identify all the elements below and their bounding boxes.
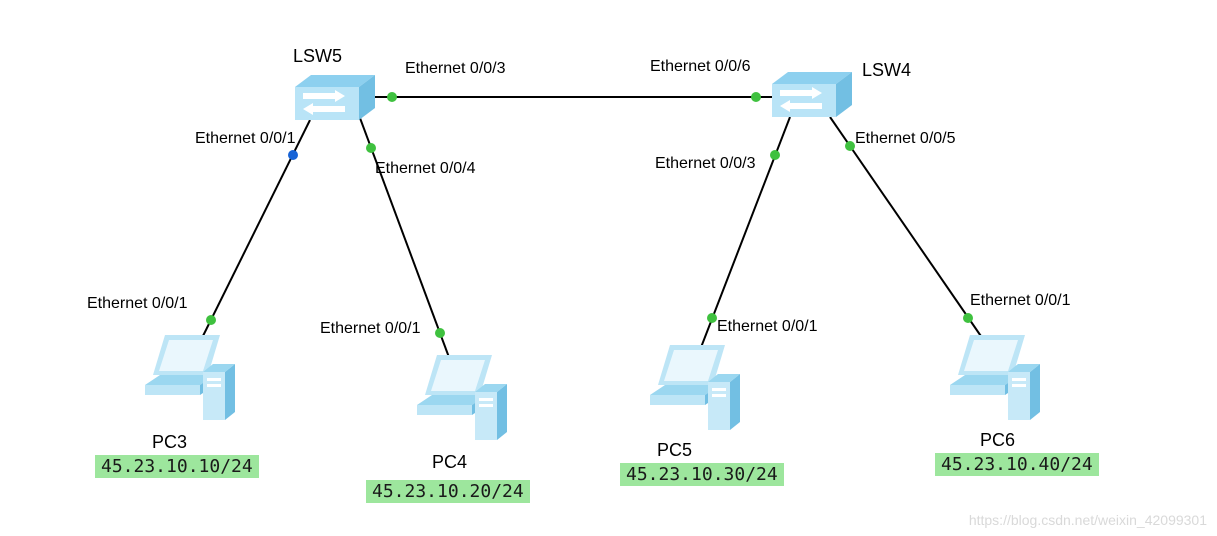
port-dot bbox=[845, 141, 855, 151]
port-dot bbox=[206, 315, 216, 325]
switch-LSW4 bbox=[772, 72, 852, 117]
port-dot bbox=[770, 150, 780, 160]
pc-PC3 bbox=[145, 330, 235, 425]
port-dot bbox=[707, 313, 717, 323]
port-dot bbox=[387, 92, 397, 102]
port-label: Ethernet 0/0/5 bbox=[855, 130, 956, 148]
port-dot bbox=[435, 328, 445, 338]
port-label: Ethernet 0/0/1 bbox=[87, 295, 188, 313]
port-label: Ethernet 0/0/4 bbox=[375, 160, 476, 178]
pc-ip: 45.23.10.10/24 bbox=[95, 455, 259, 478]
port-dot bbox=[288, 150, 298, 160]
port-label: Ethernet 0/0/6 bbox=[650, 58, 751, 76]
pc-name: PC5 bbox=[657, 440, 692, 461]
port-label: Ethernet 0/0/3 bbox=[655, 155, 756, 173]
pc-PC5 bbox=[650, 340, 740, 435]
watermark: https://blog.csdn.net/weixin_42099301 bbox=[969, 512, 1207, 528]
pc-ip: 45.23.10.40/24 bbox=[935, 453, 1099, 476]
port-label: Ethernet 0/0/1 bbox=[717, 318, 818, 336]
pc-PC6 bbox=[950, 330, 1040, 425]
pc-PC4 bbox=[417, 350, 507, 445]
port-dot bbox=[963, 313, 973, 323]
pc-name: PC3 bbox=[152, 432, 187, 453]
switch-LSW5 bbox=[295, 75, 375, 120]
pc-name: PC6 bbox=[980, 430, 1015, 451]
port-label: Ethernet 0/0/1 bbox=[320, 320, 421, 338]
port-label: Ethernet 0/0/3 bbox=[405, 60, 506, 78]
port-dot bbox=[751, 92, 761, 102]
pc-ip: 45.23.10.20/24 bbox=[366, 480, 530, 503]
diagram-stage: LSW5 LSW4 PC345.23.10.10/24 PC4 45.23.10.… bbox=[0, 0, 1217, 536]
pc-ip: 45.23.10.30/24 bbox=[620, 463, 784, 486]
port-label: Ethernet 0/0/1 bbox=[970, 292, 1071, 310]
port-label: Ethernet 0/0/1 bbox=[195, 130, 296, 148]
switch-name: LSW5 bbox=[293, 46, 342, 67]
pc-name: PC4 bbox=[432, 452, 467, 473]
port-dot bbox=[366, 143, 376, 153]
switch-name: LSW4 bbox=[862, 60, 911, 81]
